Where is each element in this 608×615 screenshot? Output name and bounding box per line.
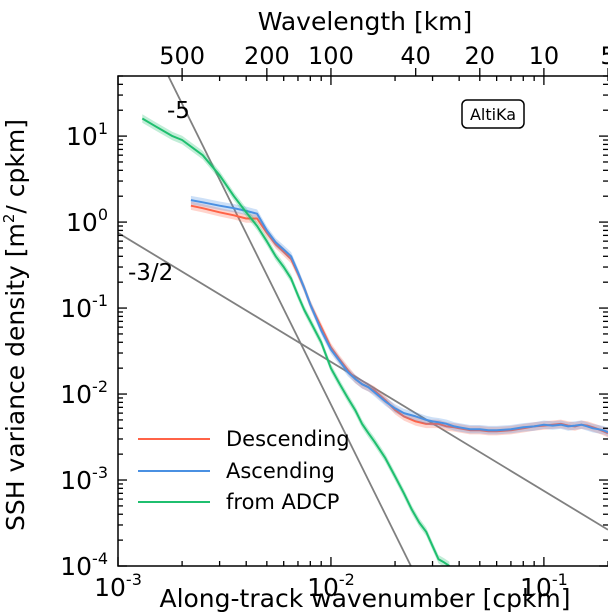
x-tick-label-exp: -1 (552, 570, 568, 589)
y-tick-label-base: 10 (60, 466, 92, 495)
slope-label-minus-5: -5 (167, 98, 190, 124)
y-tick-label: 10-3 (60, 463, 108, 495)
y-axis-label: SSH variance density [m2/ cpkm] (0, 119, 30, 531)
series-line-1 (190, 199, 608, 434)
top-tick-label: 500 (159, 42, 205, 70)
series-line-2 (141, 117, 450, 566)
top-tick-label: 100 (308, 42, 354, 70)
y-tick-label-base: 10 (60, 294, 92, 323)
legend: Descending Ascending from ADCP (138, 427, 350, 514)
x-tick-label-exp: -2 (339, 570, 355, 589)
altika-label-box: AltiKa (461, 99, 525, 129)
top-tick-label: 200 (244, 42, 290, 70)
y-tick-label: 10-1 (60, 291, 108, 323)
top-axis-title: Wavelength [km] (258, 7, 473, 36)
series-band-0 (190, 201, 608, 438)
y-axis-label-tail: / cpkm] (1, 119, 30, 214)
legend-label-adcp: from ADCP (226, 490, 339, 514)
series-band-1 (190, 195, 608, 437)
x-axis-label: Along-track wavenumber [cpkm] (159, 584, 570, 613)
y-tick-label: 101 (66, 119, 108, 151)
top-tick-label: 20 (465, 42, 496, 70)
y-tick-label: 10-2 (60, 377, 108, 409)
top-tick-label: 10 (529, 42, 560, 70)
y-axis-label-sup: 2 (0, 214, 18, 224)
x-tick-label: 10-3 (94, 570, 142, 602)
x-tick-label: 10-2 (307, 570, 355, 602)
x-tick-label-base: 10 (520, 573, 552, 602)
top-tick-label: 5 (600, 42, 608, 70)
slope-label-minus-3-2: -3/2 (128, 260, 173, 286)
y-tick-label-base: 10 (60, 380, 92, 409)
series-line-0 (190, 204, 608, 435)
y-tick-label: 10-4 (60, 549, 108, 581)
x-tick-label-base: 10 (307, 573, 339, 602)
legend-label-descending: Descending (226, 427, 350, 451)
y-tick-label-exp: 1 (98, 119, 108, 138)
y-tick-label-base: 10 (66, 122, 98, 151)
x-tick-label-exp: -3 (126, 570, 142, 589)
y-tick-label-exp: -2 (92, 377, 108, 396)
y-tick-label-exp: -1 (92, 291, 108, 310)
x-tick-label: 10-1 (520, 570, 568, 602)
y-tick-label-base: 10 (60, 552, 92, 581)
plot-series-group (118, 76, 608, 566)
y-tick-label-base: 10 (66, 208, 98, 237)
y-tick-label-exp: 0 (98, 205, 108, 224)
top-tick-label: 40 (400, 42, 431, 70)
reference-line-0 (167, 76, 412, 566)
y-tick-label: 100 (66, 205, 108, 237)
y-tick-label-exp: -4 (92, 549, 108, 568)
reference-line-1 (118, 232, 608, 531)
altika-label: AltiKa (470, 105, 516, 124)
y-tick-label-exp: -3 (92, 463, 108, 482)
x-tick-label-base: 10 (94, 573, 126, 602)
legend-label-ascending: Ascending (226, 459, 335, 483)
